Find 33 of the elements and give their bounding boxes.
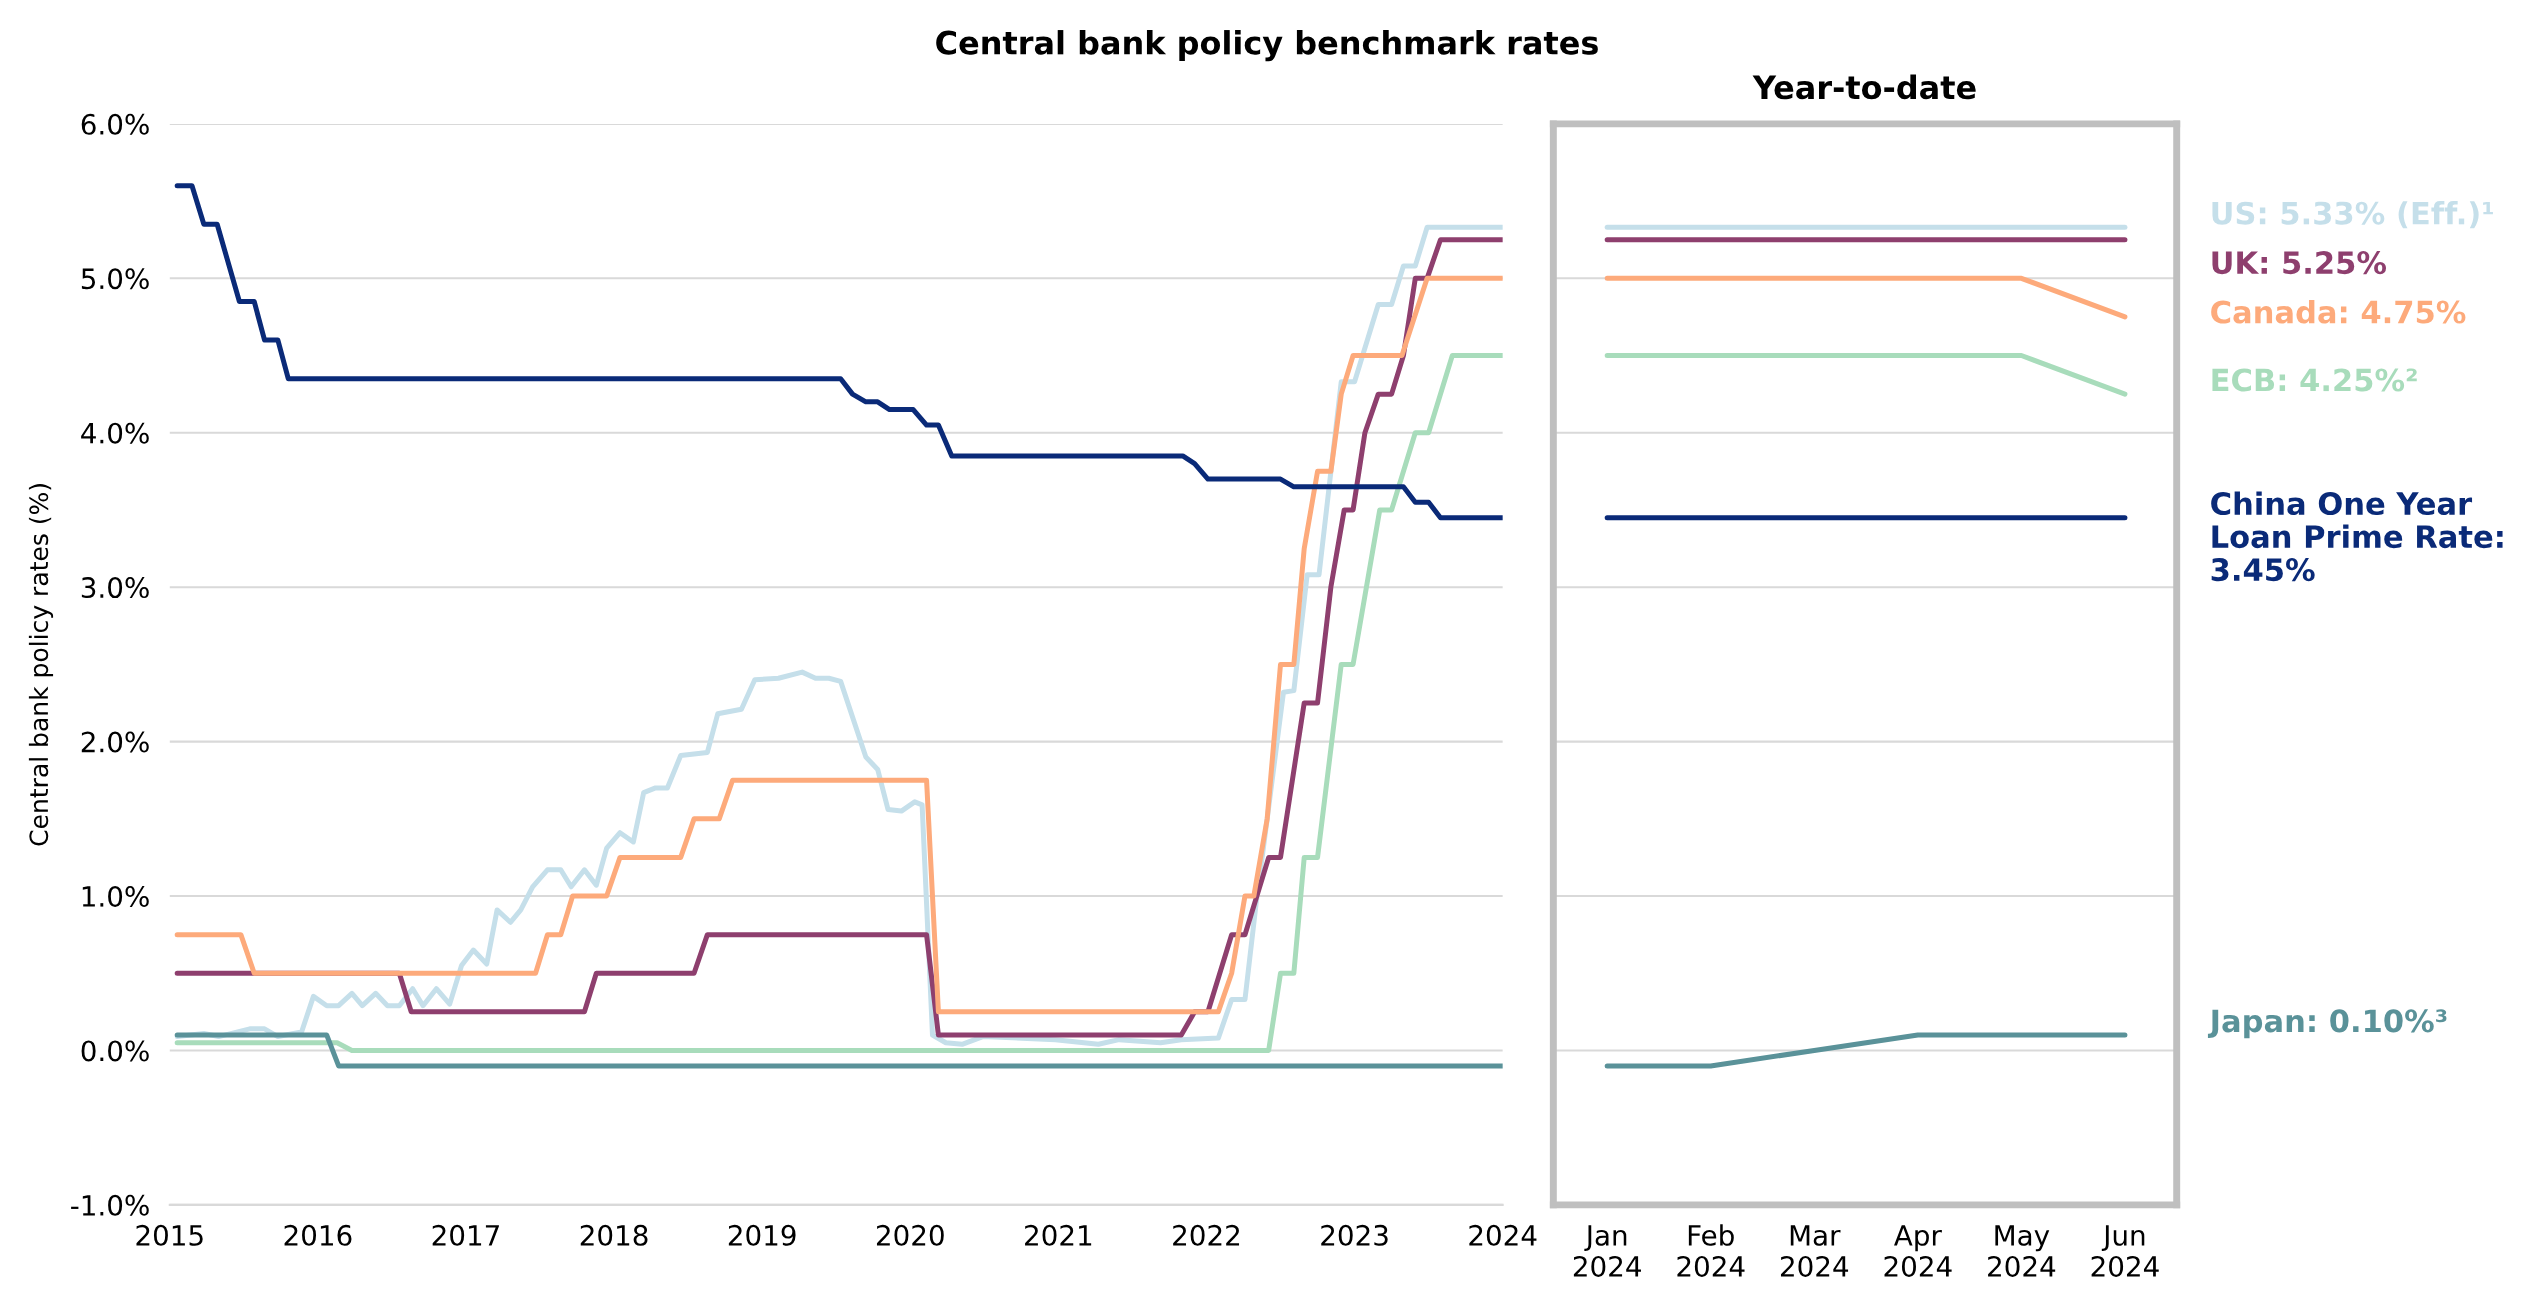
y-tick-label: 1.0% <box>82 885 149 907</box>
text: Japan: 0.10%³ <box>2207 1009 2447 1039</box>
y-tick-label: 2.0% <box>81 731 149 753</box>
chart-title: Central bank policy benchmark rates <box>936 30 1598 62</box>
y-tick-label: 5.0% <box>81 268 149 290</box>
x-tick-label: 2024 <box>1469 1224 1537 1246</box>
text: China One Year Loan Prime Rate: 3.45% <box>2211 491 2503 582</box>
text: US: 5.33% (Eff.)¹ <box>2212 201 2493 229</box>
y-axis-title: Central bank policy rates (%) <box>28 484 54 846</box>
y-tick-label: -1.0% <box>71 1194 149 1216</box>
x-tick-label: Feb 2024 <box>1677 1224 1745 1277</box>
y-tick-label: 3.0% <box>81 577 149 599</box>
x-tick-label: 2020 <box>876 1224 944 1246</box>
x-tick-label: 2023 <box>1321 1224 1388 1246</box>
x-tick-label: 2018 <box>580 1224 648 1246</box>
x-tick-label: Apr 2024 <box>1884 1225 1952 1277</box>
y-tick-label: 4.0% <box>81 422 149 444</box>
y-tick-label: 0.0% <box>81 1040 149 1062</box>
x-tick-label: 2019 <box>728 1224 796 1246</box>
x-tick-label: May 2024 <box>1988 1225 2056 1277</box>
x-tick-label: 2021 <box>1025 1224 1092 1246</box>
chart-title: Year-to-date <box>1752 74 1976 100</box>
x-tick-label: 2015 <box>136 1224 203 1246</box>
x-tick-label: 2022 <box>1173 1224 1240 1246</box>
x-tick-label: 2017 <box>432 1224 499 1246</box>
x-tick-label: Jun 2024 <box>2091 1225 2159 1277</box>
text: Canada: 4.75% <box>2211 299 2466 324</box>
x-tick-label: Mar 2024 <box>1780 1225 1849 1277</box>
x-tick-label: Jan 2024 <box>1573 1225 1641 1277</box>
y-tick-label: 6.0% <box>81 113 149 135</box>
text: ECB: 4.25%² <box>2212 368 2417 392</box>
x-tick-label: 2016 <box>284 1224 352 1246</box>
text: UK: 5.25% <box>2212 251 2387 275</box>
